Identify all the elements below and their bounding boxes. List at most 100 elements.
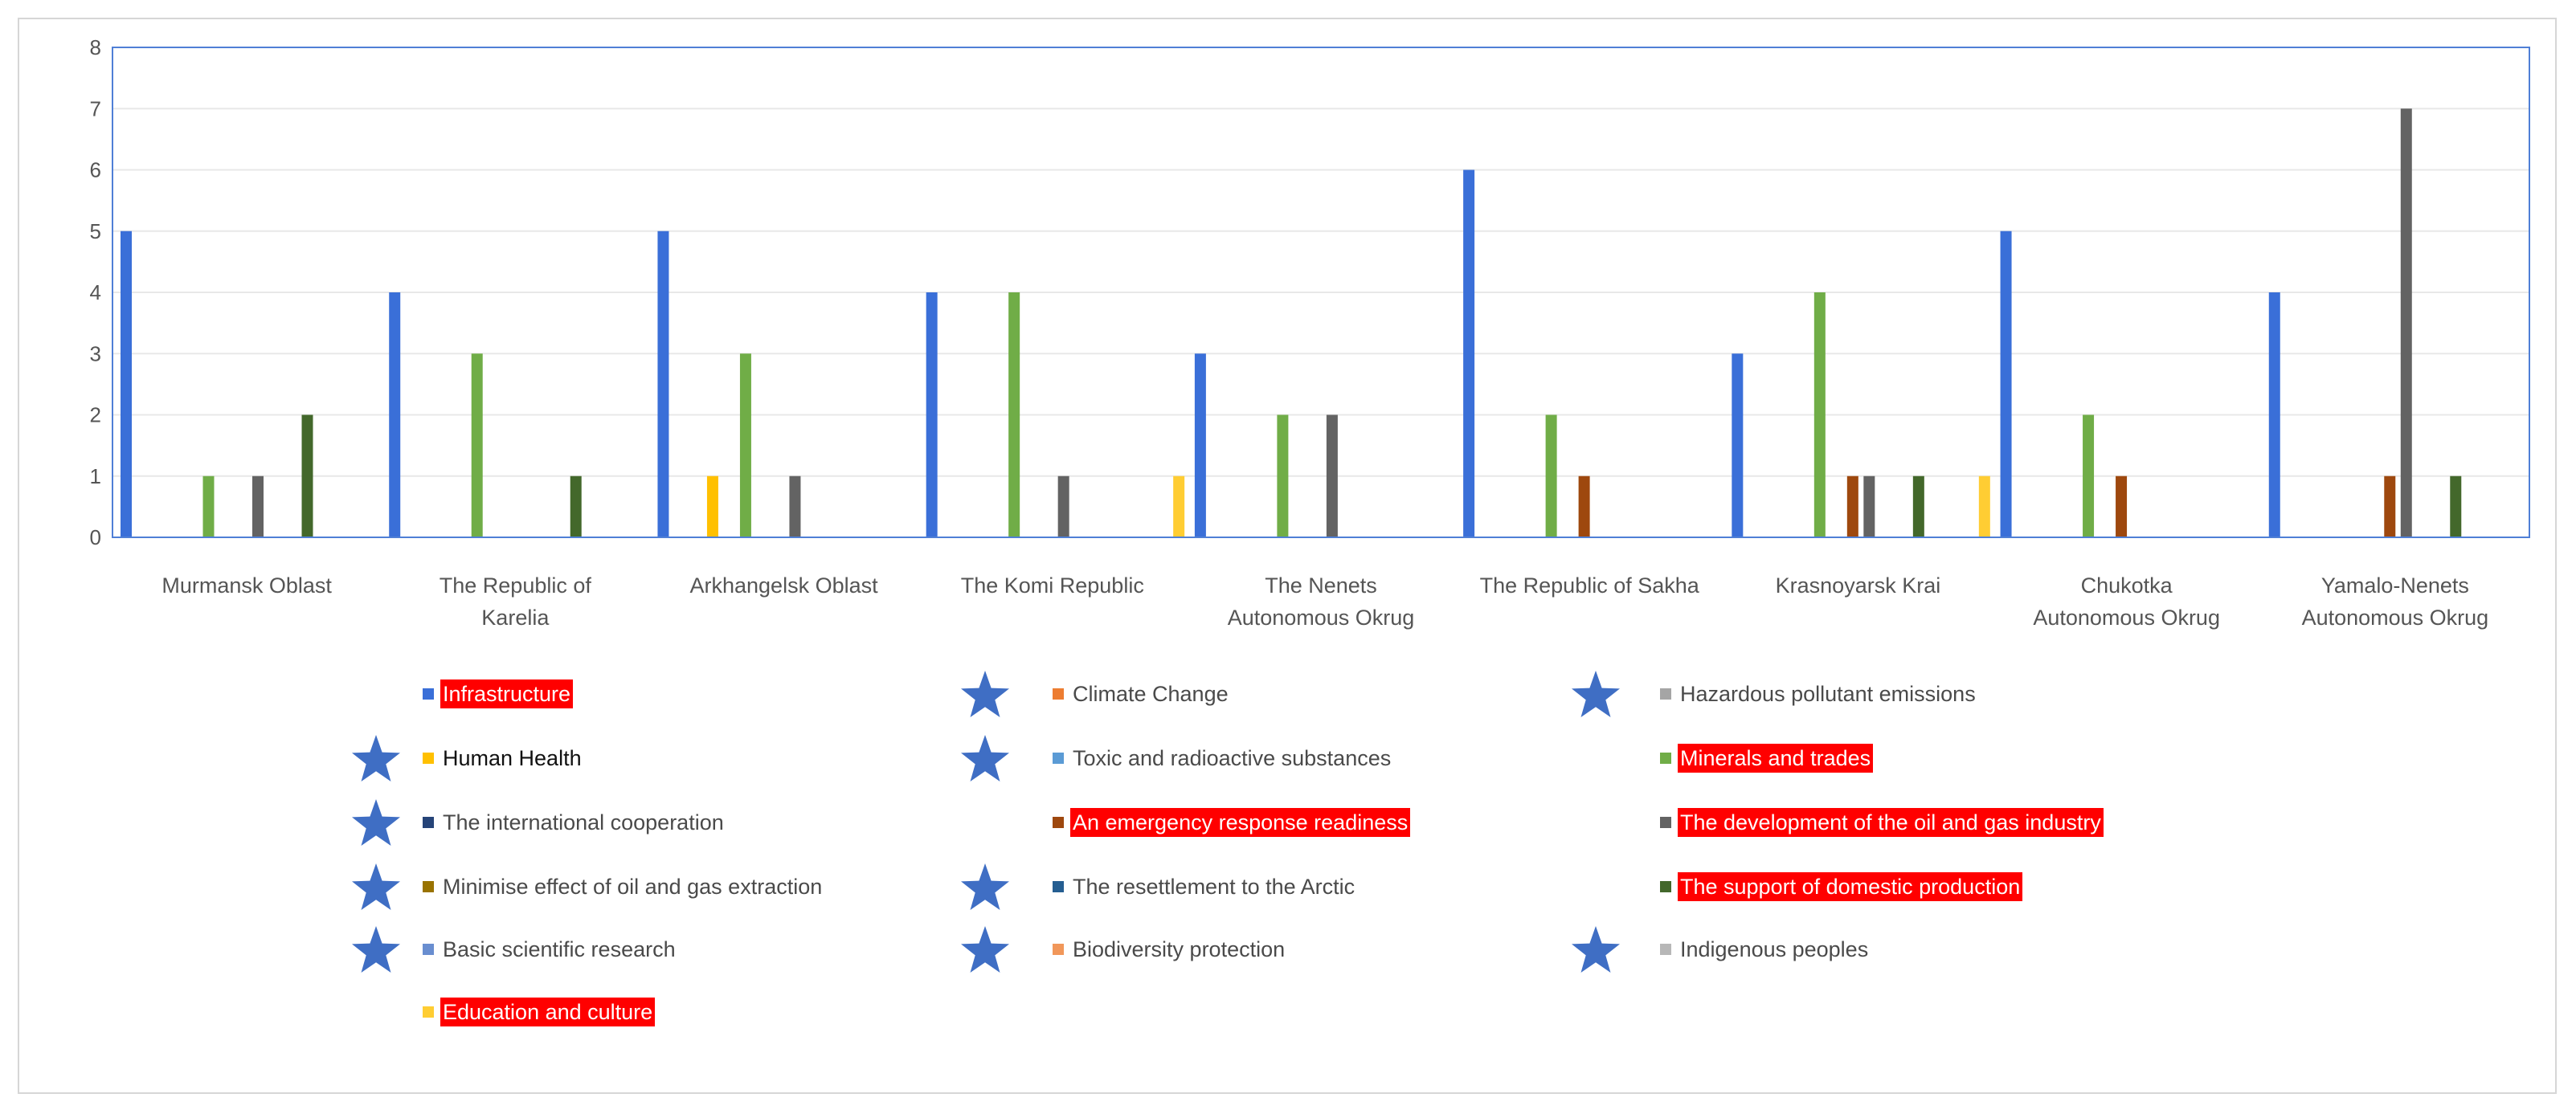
x-category-label: Chukotka — [2081, 573, 2173, 598]
legend-label: Minimise effect of oil and gas extractio… — [443, 875, 823, 899]
bar — [1912, 475, 1924, 537]
legend-label: Hazardous pollutant emissions — [1680, 682, 1976, 706]
legend-label: Education and culture — [440, 998, 656, 1026]
bar — [2083, 414, 2095, 537]
y-tick-label: 2 — [90, 403, 101, 427]
legend-swatch — [423, 817, 434, 828]
bar — [706, 475, 718, 537]
y-tick-label: 1 — [90, 464, 101, 488]
legend-label: Minerals and trades — [1678, 744, 1874, 773]
legend-swatch — [1660, 688, 1671, 700]
legend-item: The development of the oil and gas indus… — [1660, 806, 2104, 839]
bar — [2000, 231, 2012, 537]
legend-swatch — [423, 688, 434, 700]
legend-label: Climate Change — [1073, 682, 1229, 706]
x-category-label: Karelia — [481, 606, 550, 630]
legend-item: Human Health — [423, 742, 584, 774]
x-category-labels: Murmansk Oblast The Republic of Karelia Ark… — [162, 573, 2488, 630]
legend-label: The international cooperation — [443, 810, 724, 834]
star-icon — [352, 799, 400, 846]
legend-swatch — [423, 944, 434, 955]
bar — [1578, 475, 1590, 537]
bar — [1463, 169, 1475, 537]
bar — [202, 475, 215, 537]
x-category-label: Krasnoyarsk Krai — [1776, 573, 1941, 598]
y-tick-label: 7 — [90, 96, 101, 120]
legend-item: Hazardous pollutant emissions — [1660, 678, 1978, 710]
legend-label: The resettlement to the Arctic — [1073, 875, 1355, 899]
x-category-label: Autonomous Okrug — [2302, 606, 2489, 630]
bar — [926, 292, 938, 537]
legend-item: Indigenous peoples — [1660, 933, 1871, 965]
bar — [389, 292, 401, 537]
x-category-label: Murmansk Oblast — [162, 573, 332, 598]
bar — [1057, 475, 1069, 537]
legend-label: Toxic and radioactive substances — [1073, 746, 1392, 770]
legend-swatch — [1660, 817, 1671, 828]
legend-swatch — [1053, 817, 1064, 828]
bar — [252, 475, 264, 537]
bar — [1326, 414, 1338, 537]
x-category-label: Autonomous Okrug — [1228, 606, 1415, 630]
legend-swatch — [1053, 881, 1064, 892]
y-tick-label: 4 — [90, 280, 101, 304]
star-icon — [352, 735, 400, 781]
chart-frame: 0 1 2 3 4 5 6 7 8 Murmansk Oblast The Republic of… — [18, 18, 2557, 1094]
legend-swatch — [1660, 944, 1671, 955]
bar — [1277, 414, 1289, 537]
x-category-label: The Republic of Sakha — [1480, 573, 1700, 598]
legend-item: Biodiversity protection — [1053, 933, 1287, 965]
bar — [1008, 292, 1020, 537]
y-tick-label: 3 — [90, 341, 101, 365]
bar — [2384, 475, 2396, 537]
star-icon — [961, 926, 1009, 973]
bar — [121, 231, 132, 537]
star-icon — [352, 926, 400, 973]
legend-swatch — [1053, 753, 1064, 764]
bar — [301, 414, 313, 537]
y-tick-label: 0 — [90, 525, 101, 549]
legend-label: Infrastructure — [440, 679, 574, 708]
x-category-label: The Republic of — [440, 573, 592, 598]
bar — [1813, 292, 1826, 537]
legend-item: Climate Change — [1053, 678, 1231, 710]
star-icon — [1572, 926, 1620, 973]
bar — [2450, 475, 2462, 537]
y-tick-label: 6 — [90, 158, 101, 182]
bar — [1732, 353, 1744, 537]
bar — [789, 475, 801, 537]
x-category-label: The Komi Republic — [961, 573, 1144, 598]
bar — [657, 231, 669, 537]
x-category-label: Autonomous Okrug — [2033, 606, 2220, 630]
bar — [2268, 292, 2280, 537]
legend-item: Education and culture — [423, 996, 656, 1028]
legend-label: An emergency response readiness — [1070, 808, 1411, 837]
legend-item: The support of domestic production — [1660, 871, 2023, 903]
bars — [121, 108, 2462, 537]
x-category-label: Arkhangelsk Oblast — [689, 573, 878, 598]
legend-label: The support of domestic production — [1678, 872, 2023, 901]
y-tick-labels: 0 1 2 3 4 5 6 7 8 — [90, 35, 101, 549]
bar — [471, 353, 483, 537]
legend-item: Toxic and radioactive substances — [1053, 742, 1393, 774]
legend-label: Human Health — [443, 746, 582, 770]
legend-label: Basic scientific research — [443, 937, 676, 961]
plot-area-border — [112, 47, 2530, 538]
legend-swatch — [423, 1006, 434, 1018]
legend-item: The resettlement to the Arctic — [1053, 871, 1357, 903]
legend-label: Indigenous peoples — [1680, 937, 1869, 961]
star-icon — [1572, 671, 1620, 717]
y-tick-label: 8 — [90, 35, 101, 59]
bar — [2400, 108, 2412, 537]
y-tick-label: 5 — [90, 219, 101, 243]
star-icon — [961, 863, 1009, 910]
legend-label: Biodiversity protection — [1073, 937, 1286, 961]
x-category-label: Yamalo-Nenets — [2321, 573, 2469, 598]
star-icon — [961, 671, 1009, 717]
x-category-label: The Nenets — [1265, 573, 1377, 598]
legend-swatch — [1053, 944, 1064, 955]
star-icon — [352, 863, 400, 910]
bar-chart: 0 1 2 3 4 5 6 7 8 Murmansk Oblast The Republic of… — [90, 35, 2530, 630]
bar — [570, 475, 582, 537]
legend-item: An emergency response readiness — [1053, 806, 1411, 839]
